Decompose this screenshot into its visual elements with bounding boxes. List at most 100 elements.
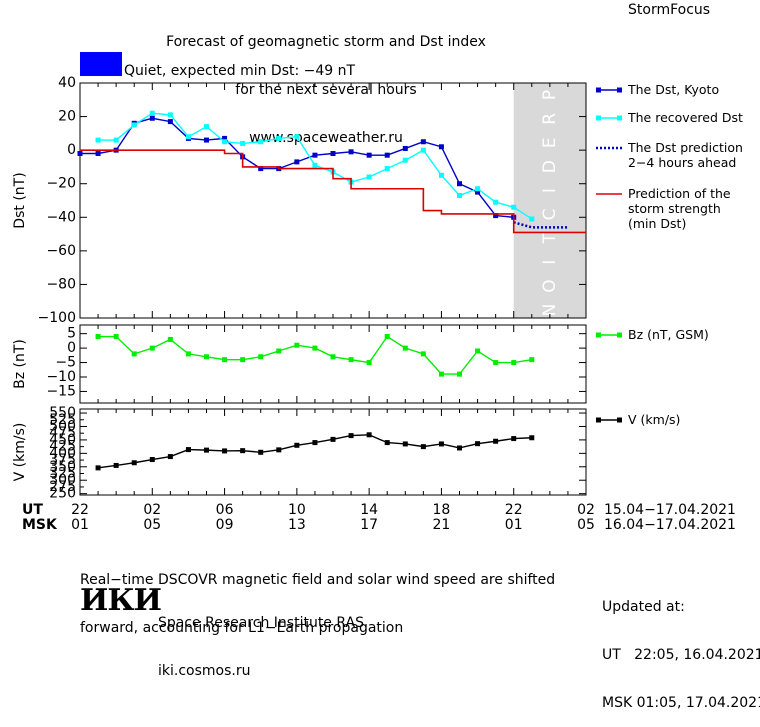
y-tick-label: 400 <box>49 445 76 461</box>
status-text: Quiet, expected min Dst: −49 nT <box>124 63 356 79</box>
y-tick-label: 375 <box>49 452 76 468</box>
data-point <box>204 124 209 130</box>
data-point <box>402 441 408 447</box>
y-tick-label: 500 <box>49 418 76 434</box>
ut-tick-label: 22 <box>505 502 523 518</box>
data-point <box>438 172 444 178</box>
data-point <box>475 186 481 192</box>
legend-label: V (km/s) <box>628 412 680 427</box>
y-tick-label: 525 <box>49 412 76 428</box>
y-tick-label: 350 <box>49 459 76 475</box>
updated-info: Updated at: UT 22:05, 16.04.2021 MSK 01:… <box>602 567 760 727</box>
data-point <box>312 345 318 351</box>
data-point <box>511 360 517 366</box>
prediction-label-char: O <box>540 279 560 292</box>
series-line-storm-prediction <box>80 149 586 234</box>
data-point <box>402 345 408 351</box>
msk-tick-label: 09 <box>216 517 234 533</box>
data-point <box>312 440 318 446</box>
data-point <box>493 213 499 219</box>
status-swatch <box>80 52 122 76</box>
legend-marker <box>617 417 622 423</box>
y-axis-label: Bz (nT) <box>12 339 28 389</box>
data-point <box>420 444 426 450</box>
y-tick-label: −5 <box>55 355 76 371</box>
msk-tick-label: 05 <box>143 517 161 533</box>
data-point <box>113 334 119 340</box>
y-tick-label: 40 <box>58 75 76 91</box>
updated-label: Updated at: <box>602 599 685 615</box>
ut-date-range: 15.04−17.04.2021 <box>604 502 736 518</box>
y-tick-label: 0 <box>67 340 76 356</box>
data-point <box>493 199 499 205</box>
data-point <box>384 334 390 340</box>
msk-date-range: 16.04−17.04.2021 <box>604 517 736 533</box>
data-point <box>457 192 462 198</box>
data-point <box>258 139 264 145</box>
ut-axis-label: UT <box>22 502 43 518</box>
y-axis-label: Dst (nT) <box>12 172 28 228</box>
data-point <box>312 152 318 158</box>
data-point <box>276 447 282 453</box>
msk-tick-label: 21 <box>433 517 451 533</box>
data-point <box>149 457 155 463</box>
data-point <box>529 216 535 222</box>
data-point <box>457 445 462 451</box>
prediction-label-char: T <box>540 233 560 245</box>
data-point <box>131 122 137 128</box>
y-tick-label: 300 <box>49 472 76 488</box>
prediction-band <box>513 83 586 318</box>
y-tick-label: 550 <box>49 405 76 421</box>
legend-marker <box>596 87 601 93</box>
legend-label: (min Dst) <box>628 216 686 231</box>
ut-tick-label: 14 <box>360 502 378 518</box>
data-point <box>113 462 119 468</box>
prediction-label-char: I <box>540 188 560 193</box>
legend-marker <box>596 332 601 338</box>
legend-marker <box>617 87 622 93</box>
data-point <box>511 436 517 442</box>
y-tick-label: −10 <box>46 369 76 385</box>
data-point <box>131 351 137 357</box>
data-point <box>366 174 372 180</box>
data-point <box>222 135 228 141</box>
institute-info: Space Research Institute RAS iki.cosmos.… <box>158 583 364 695</box>
data-point <box>222 357 228 363</box>
data-point <box>149 110 155 116</box>
data-point <box>330 436 336 442</box>
prediction-label-char: D <box>540 160 560 173</box>
data-point <box>366 432 372 438</box>
msk-axis-label: MSK <box>22 517 57 533</box>
data-point <box>312 162 318 168</box>
msk-tick-label: 17 <box>360 517 378 533</box>
legend-label: Bz (nT, GSM) <box>628 327 709 342</box>
data-point <box>167 454 173 460</box>
y-tick-label: −100 <box>38 310 76 326</box>
data-point <box>167 336 173 342</box>
data-point <box>475 348 481 354</box>
data-point <box>185 447 191 453</box>
legend-label: storm strength <box>628 201 721 216</box>
institute-url[interactable]: iki.cosmos.ru <box>158 663 251 679</box>
data-point <box>95 465 101 471</box>
y-tick-label: −40 <box>46 209 76 225</box>
data-point <box>366 152 372 158</box>
title-line: for the next several hours <box>235 82 417 98</box>
data-point <box>384 440 390 446</box>
data-point <box>204 447 209 453</box>
data-point <box>167 112 173 118</box>
data-point <box>258 166 264 172</box>
y-tick-label: 450 <box>49 432 76 448</box>
title-line: Forecast of geomagnetic storm and Dst in… <box>166 34 486 50</box>
y-tick-label: −15 <box>46 383 76 399</box>
data-point <box>493 438 499 444</box>
data-point <box>294 342 300 348</box>
data-point <box>384 152 390 158</box>
data-point <box>276 348 282 354</box>
data-point <box>185 134 191 140</box>
data-point <box>330 354 336 360</box>
legend-label: 2−4 hours ahead <box>628 155 736 170</box>
data-point <box>294 442 300 448</box>
y-tick-label: 425 <box>49 439 76 455</box>
